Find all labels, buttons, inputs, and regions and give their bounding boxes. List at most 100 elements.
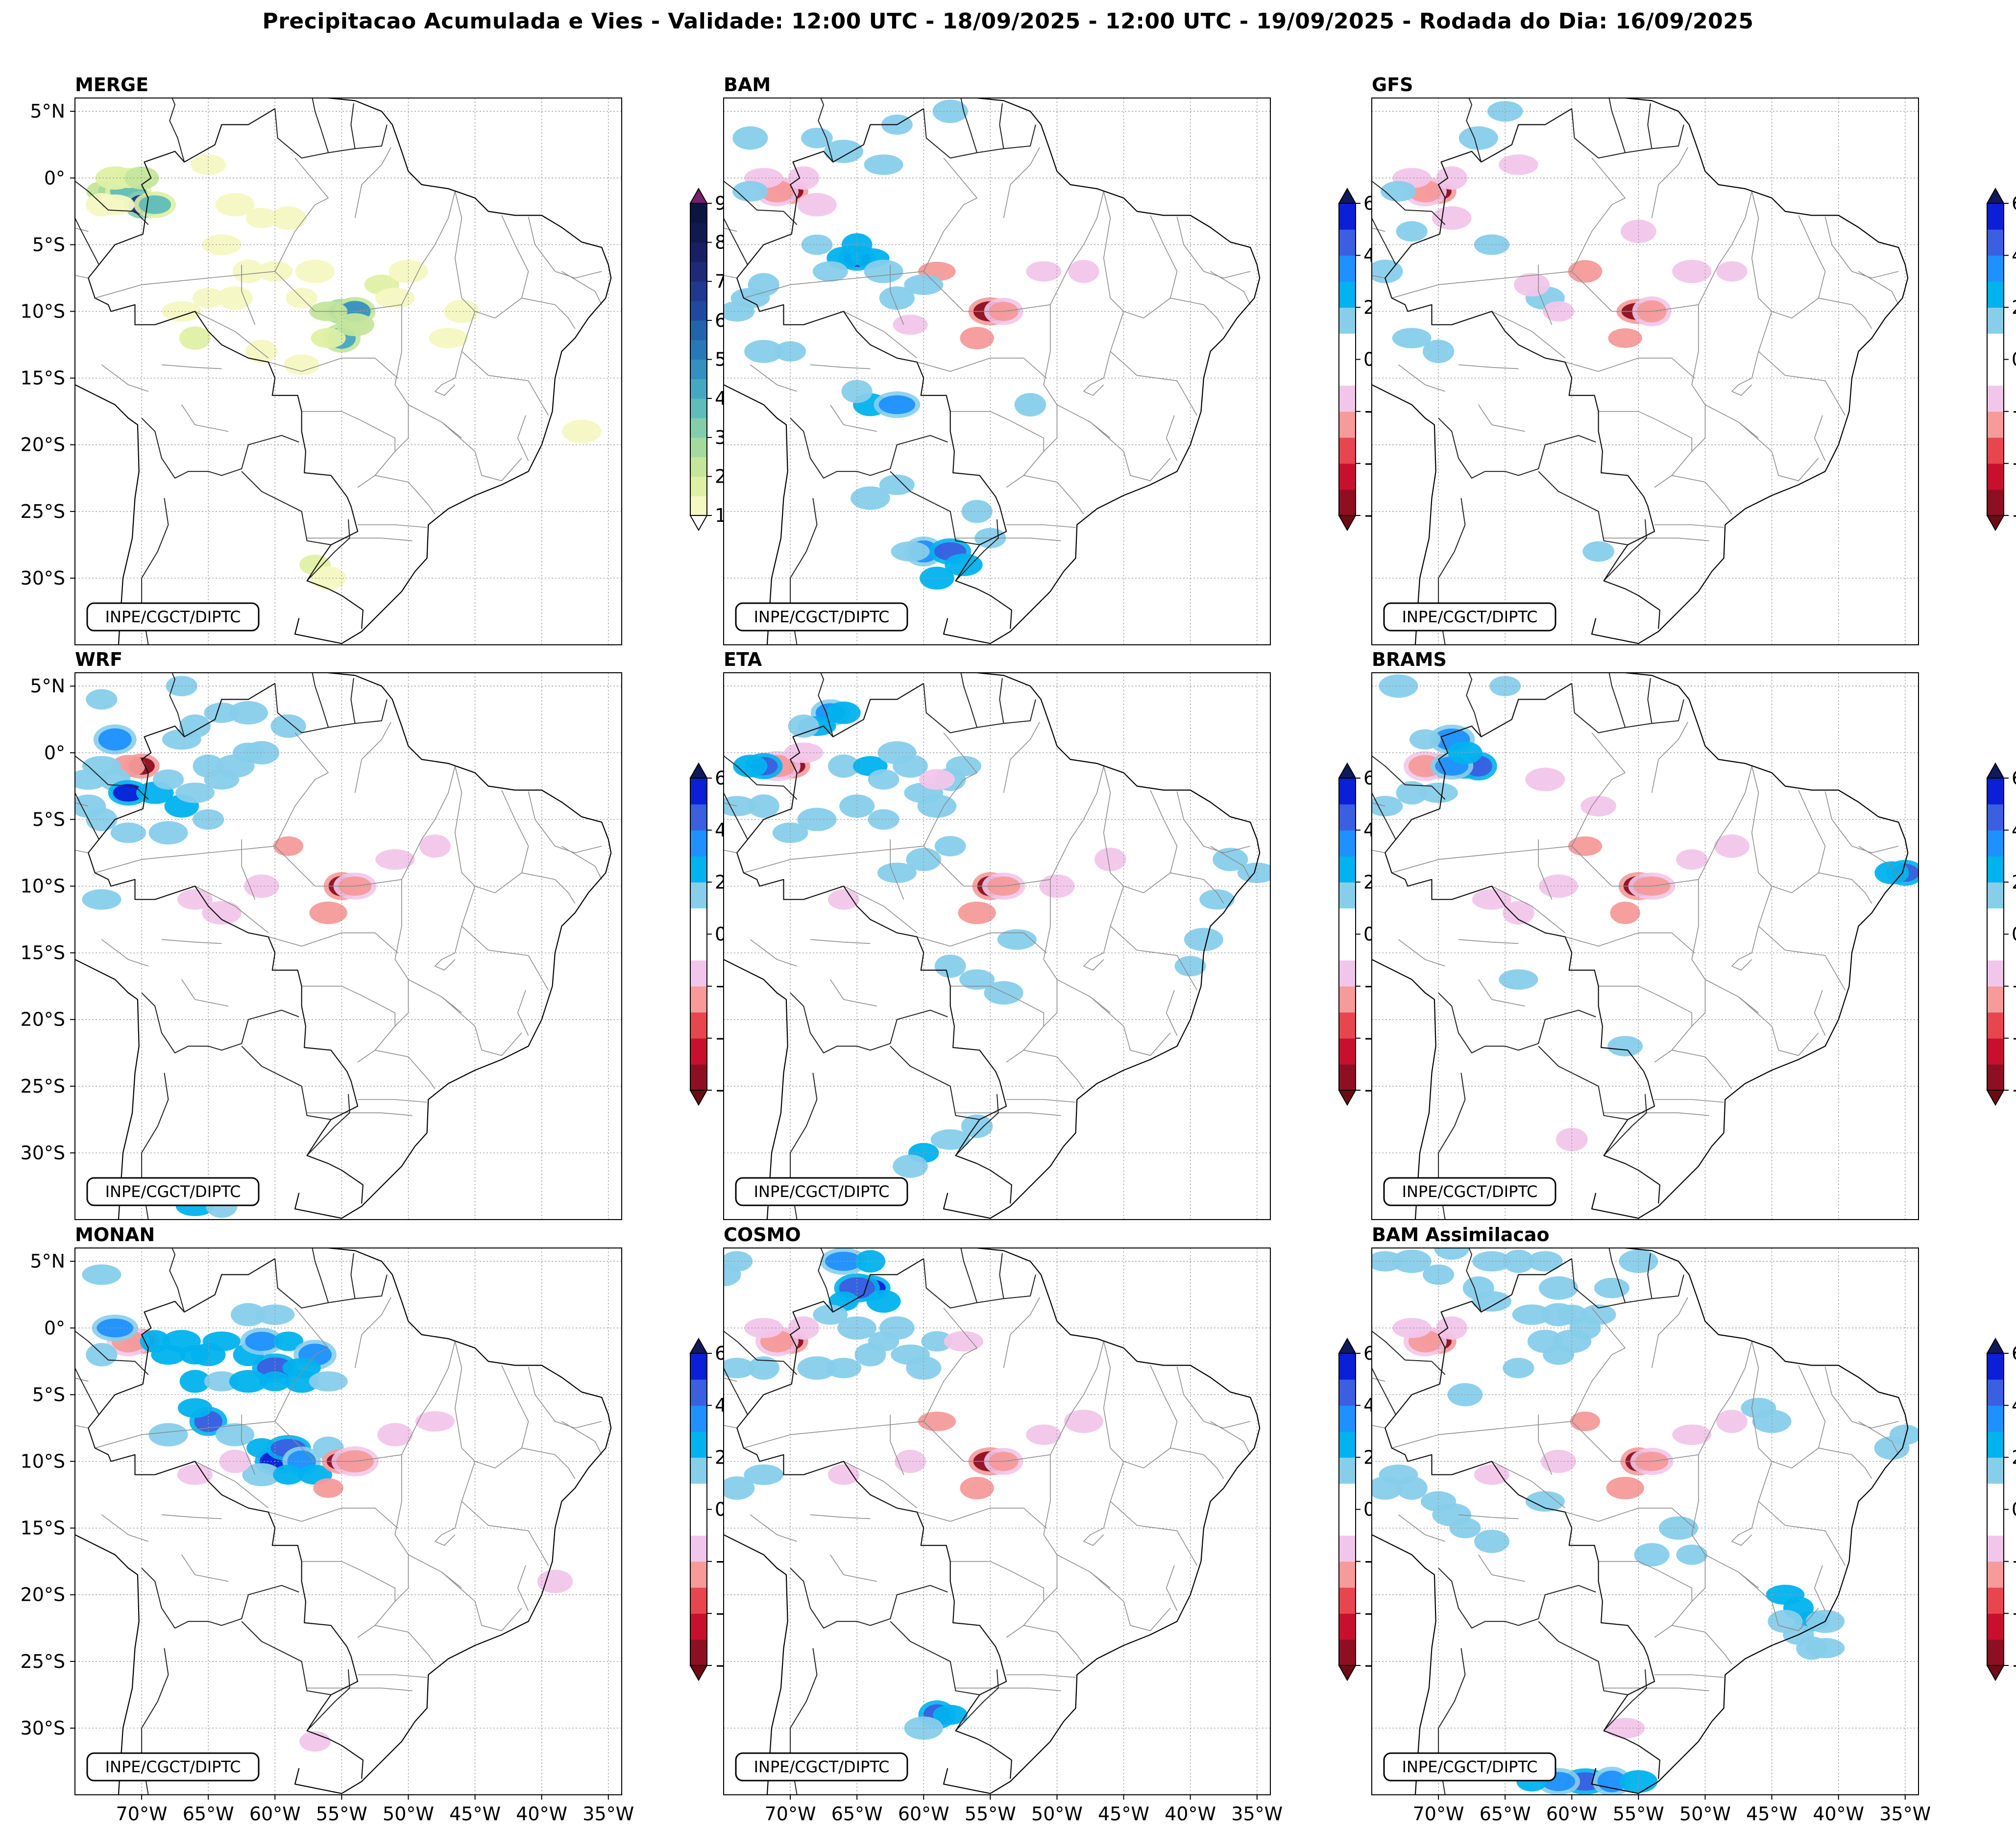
data-cell bbox=[1026, 1424, 1062, 1445]
colorbar-segment bbox=[690, 1379, 707, 1406]
colorbar-segment bbox=[690, 986, 707, 1013]
state-border bbox=[441, 421, 522, 481]
data-cell bbox=[1874, 1436, 1910, 1460]
data-cell bbox=[1213, 848, 1248, 871]
data-cell bbox=[1396, 221, 1428, 242]
colorbar-segment bbox=[690, 398, 707, 418]
colorbar-segment bbox=[690, 1012, 707, 1039]
state-border bbox=[810, 364, 871, 369]
state-border bbox=[75, 850, 89, 854]
data-cell bbox=[217, 286, 253, 310]
state-border bbox=[923, 772, 977, 847]
state-border bbox=[1083, 1527, 1104, 1546]
colorbar-segment bbox=[1987, 333, 2004, 360]
data-cell bbox=[1634, 1543, 1670, 1566]
lon-tick-label: 45°W bbox=[1746, 1803, 1797, 1825]
country-border bbox=[1538, 1621, 1628, 1695]
country-border bbox=[923, 1258, 977, 1309]
credit-box bbox=[1383, 1177, 1556, 1206]
data-cell bbox=[228, 701, 268, 725]
figure-title: Precipitacao Acumulada e Vies - Validade… bbox=[262, 9, 1754, 34]
data-cell bbox=[744, 1464, 783, 1485]
state-border bbox=[1006, 1674, 1076, 1678]
brazil-border bbox=[1384, 1258, 1660, 1779]
data-cell bbox=[152, 769, 184, 790]
country-border bbox=[312, 98, 329, 153]
data-cell bbox=[997, 929, 1037, 950]
data-cell bbox=[309, 1371, 348, 1392]
state-border bbox=[561, 271, 602, 305]
state-border bbox=[528, 1367, 602, 1429]
data-cell bbox=[868, 809, 899, 830]
data-cell bbox=[1594, 1277, 1630, 1298]
state-border bbox=[75, 227, 89, 232]
lat-tick-label: 15°S bbox=[21, 942, 65, 964]
colorbar-extend-min bbox=[1338, 1090, 1357, 1106]
state-border bbox=[181, 1554, 229, 1582]
data-cell bbox=[855, 1250, 886, 1273]
data-cell bbox=[1174, 955, 1206, 977]
state-border bbox=[890, 839, 904, 900]
credit-label: INPE/CGCT/DIPTC bbox=[1383, 602, 1556, 632]
state-border bbox=[1818, 297, 1872, 329]
colorbar-segment bbox=[1987, 986, 2004, 1013]
country-border bbox=[1372, 755, 1446, 800]
country-border bbox=[141, 1567, 299, 1629]
data-field bbox=[724, 99, 1099, 590]
colorbar-segment bbox=[1987, 856, 2004, 882]
country-border bbox=[1625, 124, 1684, 153]
colorbar-segment bbox=[690, 960, 707, 987]
colorbar-segment bbox=[1339, 1483, 1356, 1510]
map-content bbox=[75, 1248, 622, 1795]
country-border bbox=[1625, 1274, 1684, 1303]
map-content bbox=[724, 1248, 1270, 1795]
country-border bbox=[999, 678, 1004, 724]
map-content bbox=[1372, 1248, 1919, 1795]
state-border bbox=[890, 265, 904, 325]
country-border bbox=[999, 103, 1004, 149]
state-border bbox=[1565, 358, 1695, 379]
country-border bbox=[1603, 1094, 1647, 1156]
data-cell bbox=[958, 902, 996, 924]
colorbar-segment bbox=[690, 1457, 707, 1484]
colorbar-segment bbox=[690, 476, 707, 496]
data-cell bbox=[1768, 1610, 1803, 1633]
state-border bbox=[241, 839, 256, 900]
country-border bbox=[818, 98, 834, 162]
country-border bbox=[1608, 673, 1626, 728]
data-cell bbox=[1541, 1303, 1577, 1326]
state-border bbox=[1043, 979, 1058, 1027]
data-cell bbox=[724, 1476, 755, 1500]
colorbar-extend-max bbox=[1338, 1337, 1357, 1354]
state-border bbox=[1372, 1425, 1385, 1429]
state-border bbox=[1814, 1565, 1826, 1611]
data-cell bbox=[537, 1569, 573, 1593]
map-frame bbox=[1371, 1247, 1919, 1795]
data-cell bbox=[1503, 1249, 1534, 1273]
state-border bbox=[1372, 227, 1385, 232]
colorbar-tick-label: 20 bbox=[2012, 1446, 2016, 1468]
country-border bbox=[724, 1367, 748, 1415]
data-cell bbox=[1580, 1304, 1616, 1325]
state-border bbox=[394, 405, 409, 452]
country-border bbox=[1466, 1248, 1482, 1312]
state-border bbox=[1571, 197, 1626, 272]
state-border bbox=[375, 1625, 436, 1664]
state-border bbox=[1814, 990, 1826, 1036]
data-cell bbox=[375, 288, 415, 309]
pacific-coastline bbox=[724, 384, 788, 645]
colorbar-segment bbox=[690, 457, 707, 477]
pacific-coastline bbox=[1372, 958, 1436, 1220]
data-cell bbox=[202, 1331, 241, 1351]
state-border bbox=[274, 1421, 402, 1462]
map-background bbox=[724, 673, 1270, 1220]
colorbar-segment bbox=[1987, 1431, 2004, 1458]
data-cell bbox=[1527, 1251, 1563, 1272]
state-border bbox=[1814, 415, 1826, 461]
lon-tick-label: 55°W bbox=[316, 1803, 367, 1825]
lat-tick-label: 5°N bbox=[30, 675, 65, 697]
atlantic-coastline bbox=[248, 1248, 612, 1794]
state-border bbox=[194, 885, 269, 933]
colorbar-segment bbox=[1987, 437, 2004, 464]
colorbar-segment bbox=[690, 830, 707, 856]
